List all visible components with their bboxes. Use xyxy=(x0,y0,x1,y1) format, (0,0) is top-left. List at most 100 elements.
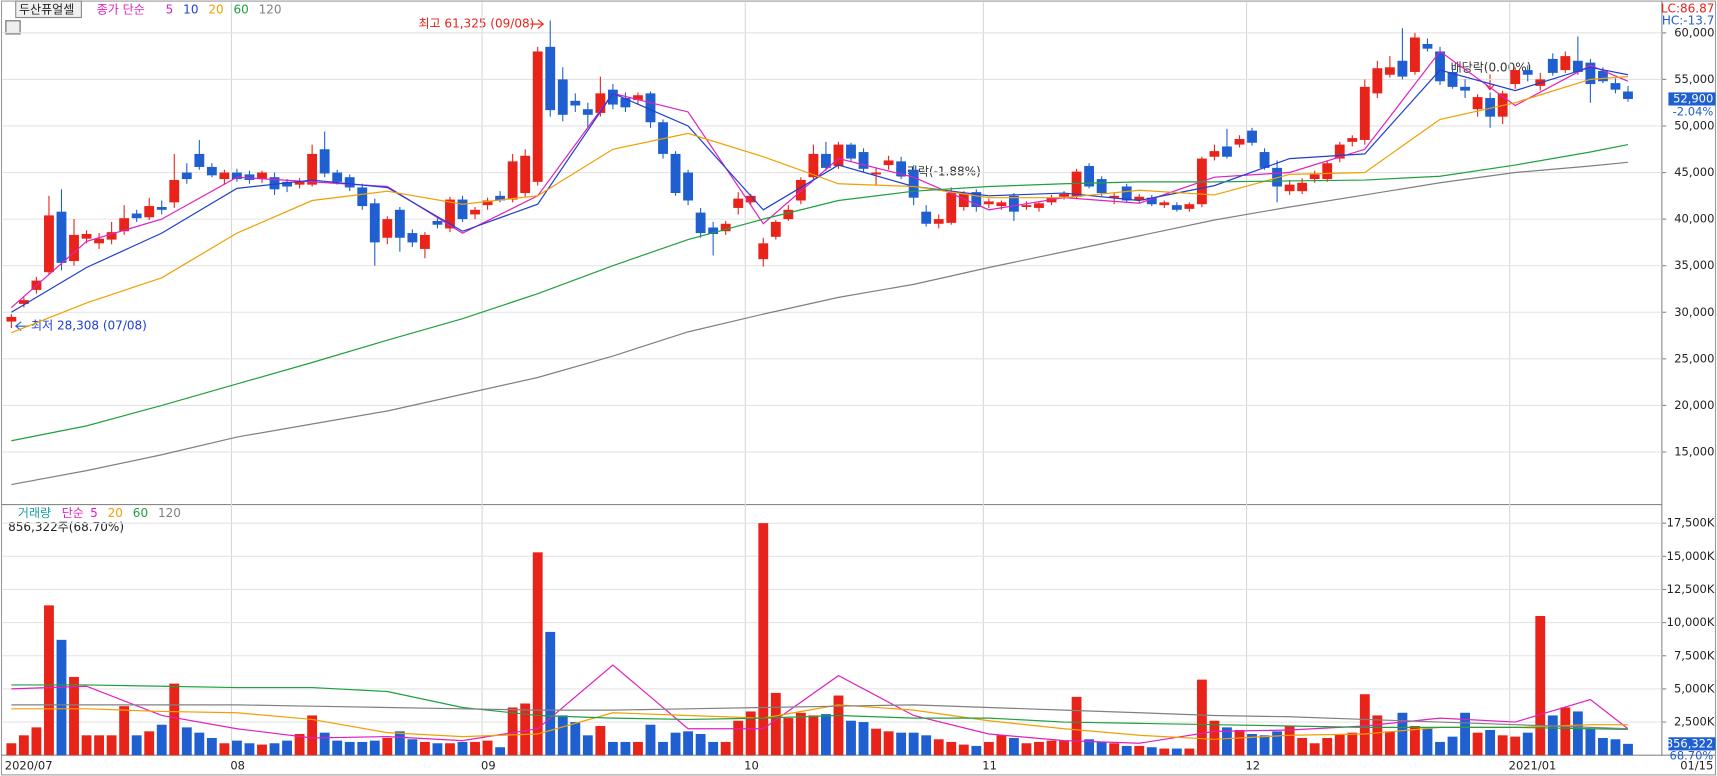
volume-bar xyxy=(1309,743,1320,756)
volume-bar xyxy=(1535,615,1546,756)
volume-bar xyxy=(1121,745,1132,756)
volume-bar xyxy=(921,735,932,756)
candle-body xyxy=(1435,51,1445,82)
volume-bar xyxy=(745,711,756,756)
hc-label: HC:-13.7 xyxy=(1662,13,1715,27)
x-tick-label: 08 xyxy=(230,759,245,773)
moving-average xyxy=(11,664,1629,744)
y-tick-label: 25,000 xyxy=(1674,351,1714,365)
candle-body xyxy=(445,199,455,229)
volume-bar xyxy=(56,639,67,756)
candle-body xyxy=(1334,144,1345,159)
candle-body xyxy=(1222,146,1232,157)
volume-bar xyxy=(332,740,343,756)
candle-body xyxy=(470,209,480,215)
candle-body xyxy=(846,144,856,159)
volume-bar xyxy=(620,741,631,756)
candle-body xyxy=(56,211,67,263)
candle-body xyxy=(432,220,443,225)
legend: 거래량 단순 5 20 60 120 xyxy=(18,506,181,520)
candle-body xyxy=(908,169,919,198)
volume-bar xyxy=(1322,737,1333,756)
moving-average xyxy=(11,161,1628,486)
y-tick-label: 15,000 xyxy=(1674,444,1714,458)
candle-body xyxy=(131,213,142,219)
candle-body xyxy=(933,219,944,224)
volume-bar xyxy=(1472,732,1483,756)
volume-bar xyxy=(896,732,907,756)
volume-bar xyxy=(858,722,869,756)
volume-bar xyxy=(1196,679,1207,756)
volume-bar xyxy=(382,737,393,756)
volume-bar xyxy=(94,735,105,756)
candle-body xyxy=(1347,138,1358,142)
candle-body xyxy=(419,234,430,249)
candle-body xyxy=(570,100,581,106)
volume-bar xyxy=(1134,745,1145,756)
x-tick-label: 2021/01 xyxy=(1509,759,1557,773)
candle-body xyxy=(1109,195,1120,198)
legend-entry: 5 xyxy=(166,2,174,16)
y-tick-label: 12,500K xyxy=(1667,582,1715,596)
volume-bar xyxy=(783,718,794,756)
volume-bar xyxy=(106,735,117,756)
title-box[interactable] xyxy=(15,0,82,19)
volume-bar xyxy=(946,741,957,756)
volume-bar xyxy=(795,712,806,756)
legend-entry: 60 xyxy=(233,2,248,16)
candle-body xyxy=(1359,86,1370,140)
volume-bar xyxy=(833,695,844,756)
volume-bar xyxy=(495,747,506,756)
volume-bar xyxy=(344,741,355,756)
grid-icon[interactable] xyxy=(5,20,21,35)
change-label: -2.04% xyxy=(1673,105,1714,119)
volume-bar xyxy=(1272,731,1283,756)
candle-body xyxy=(94,238,105,244)
candle-body xyxy=(921,211,932,224)
candle-body xyxy=(557,79,568,115)
candle-body xyxy=(896,161,907,177)
volume-bar xyxy=(1572,711,1583,756)
volume-bar xyxy=(457,741,468,756)
volume-bar xyxy=(169,683,180,756)
candle-body xyxy=(232,172,242,180)
volume-bar xyxy=(244,743,255,756)
volume-bar xyxy=(532,552,543,756)
volume-bar xyxy=(1146,747,1157,756)
candle-body xyxy=(883,160,894,166)
candle-body xyxy=(720,223,731,232)
candle-body xyxy=(670,153,681,194)
candle-body xyxy=(169,179,180,203)
candle-body xyxy=(633,95,643,100)
candle-body xyxy=(206,166,217,176)
candle-body xyxy=(821,153,831,168)
candle-body xyxy=(219,172,230,180)
volume-bar xyxy=(1297,737,1308,756)
candle-body xyxy=(695,212,706,234)
candle-body xyxy=(1084,166,1095,187)
volume-bar xyxy=(1597,737,1608,756)
volume-bar xyxy=(758,523,769,756)
candle-body xyxy=(958,193,969,208)
candle-body xyxy=(607,89,618,105)
volume-bar xyxy=(1034,741,1044,756)
candle-body xyxy=(1585,62,1596,85)
volume-bar xyxy=(1410,726,1420,756)
volume-bar xyxy=(1184,748,1195,756)
candle-body xyxy=(1422,44,1433,49)
volume-bar xyxy=(219,743,230,756)
volume-bar xyxy=(194,732,205,756)
candle-body xyxy=(808,153,819,178)
legend-entry: 120 xyxy=(158,506,181,520)
lc-label: LC:86.87 xyxy=(1661,1,1715,15)
candle-body xyxy=(1134,196,1145,201)
volume-bar xyxy=(432,743,443,756)
volume-bar xyxy=(44,605,54,756)
candle-body xyxy=(645,93,656,123)
candle-body xyxy=(1159,202,1170,206)
candle-body xyxy=(344,177,355,188)
volume-bar xyxy=(595,726,606,756)
volume-bar xyxy=(570,722,581,756)
volume-bar xyxy=(683,731,694,756)
